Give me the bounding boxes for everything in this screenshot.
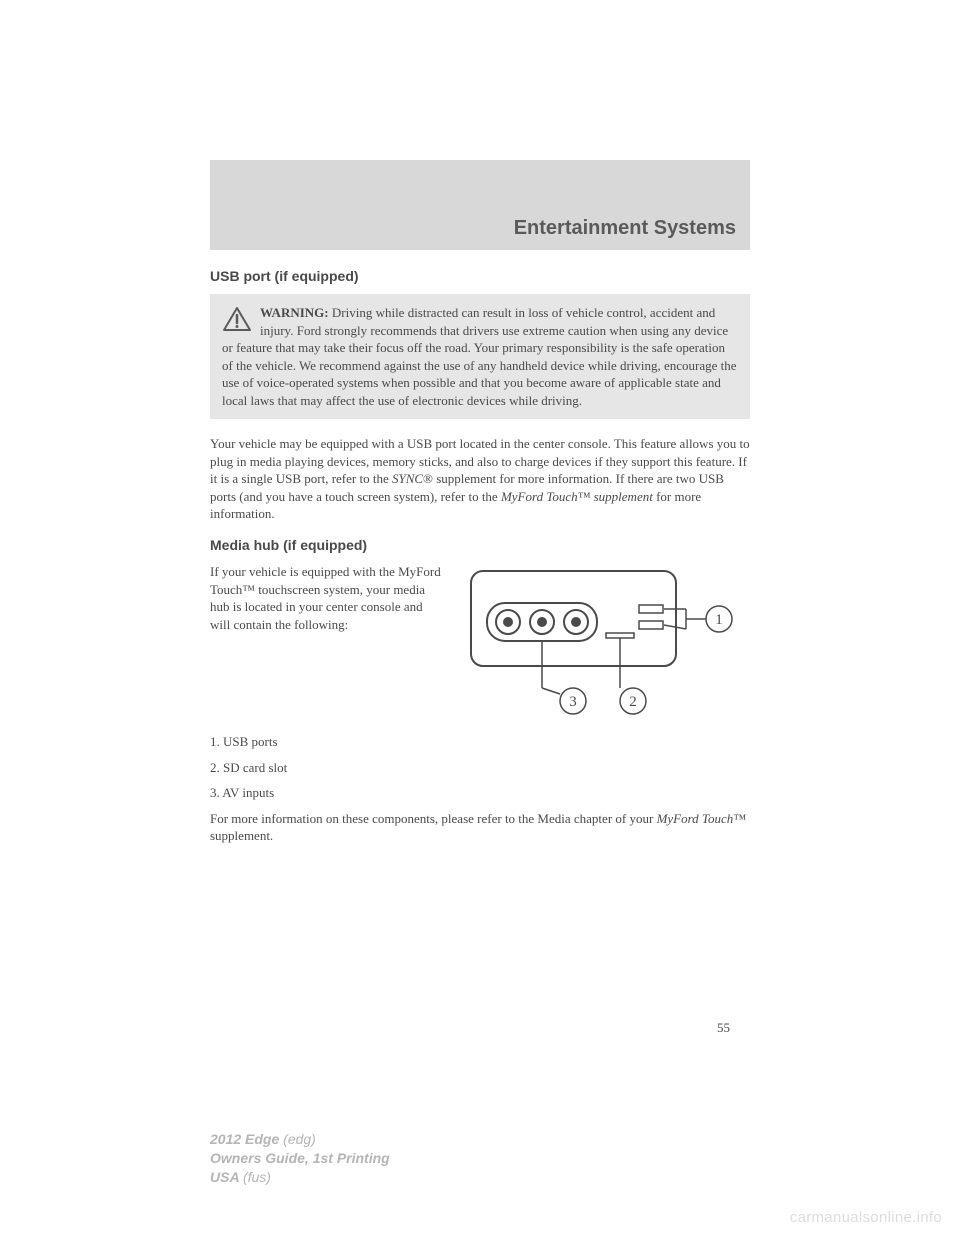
closing-post: supplement.: [210, 828, 273, 843]
footer-model-code: (edg): [283, 1131, 316, 1147]
list-item: 1. USB ports: [210, 733, 750, 751]
media-hub-diagram: 1 2 3: [461, 563, 741, 723]
footer-model-line: 2012 Edge (edg): [210, 1130, 390, 1149]
footer-model: 2012 Edge: [210, 1131, 279, 1147]
footer-block: 2012 Edge (edg) Owners Guide, 1st Printi…: [210, 1130, 390, 1187]
svg-text:3: 3: [569, 694, 577, 710]
footer-market-line: USA (fus): [210, 1168, 390, 1187]
myford-ref: MyFord Touch™ supplement: [501, 489, 653, 504]
chapter-title: Entertainment Systems: [514, 217, 736, 240]
media-closing: For more information on these components…: [210, 810, 750, 845]
list-item: 3. AV inputs: [210, 784, 750, 802]
warning-triangle-icon: [222, 306, 252, 332]
media-intro: If your vehicle is equipped with the MyF…: [210, 563, 445, 723]
svg-text:2: 2: [629, 694, 637, 710]
footer-market-code: (fus): [243, 1169, 271, 1185]
svg-text:1: 1: [715, 612, 723, 628]
usb-body-text: Your vehicle may be equipped with a USB …: [210, 435, 750, 523]
media-heading: Media hub (if equipped): [210, 537, 750, 553]
footer-guide: Owners Guide, 1st Printing: [210, 1149, 390, 1168]
media-row: If your vehicle is equipped with the MyF…: [210, 563, 750, 723]
warning-label: WARNING:: [260, 305, 329, 320]
warning-text: Driving while distracted can result in l…: [222, 305, 737, 408]
warning-box: WARNING: Driving while distracted can re…: [210, 294, 750, 419]
sync-ref: SYNC: [392, 471, 423, 486]
watermark: carmanualsonline.info: [790, 1209, 942, 1226]
usb-heading: USB port (if equipped): [210, 268, 750, 284]
page-content: Entertainment Systems USB port (if equip…: [210, 160, 750, 859]
chapter-header-bar: Entertainment Systems: [210, 160, 750, 250]
closing-pre: For more information on these components…: [210, 811, 657, 826]
page-number: 55: [210, 1020, 730, 1036]
footer-market: USA: [210, 1169, 239, 1185]
list-item: 2. SD card slot: [210, 759, 750, 777]
closing-myford: MyFord Touch™: [657, 811, 746, 826]
